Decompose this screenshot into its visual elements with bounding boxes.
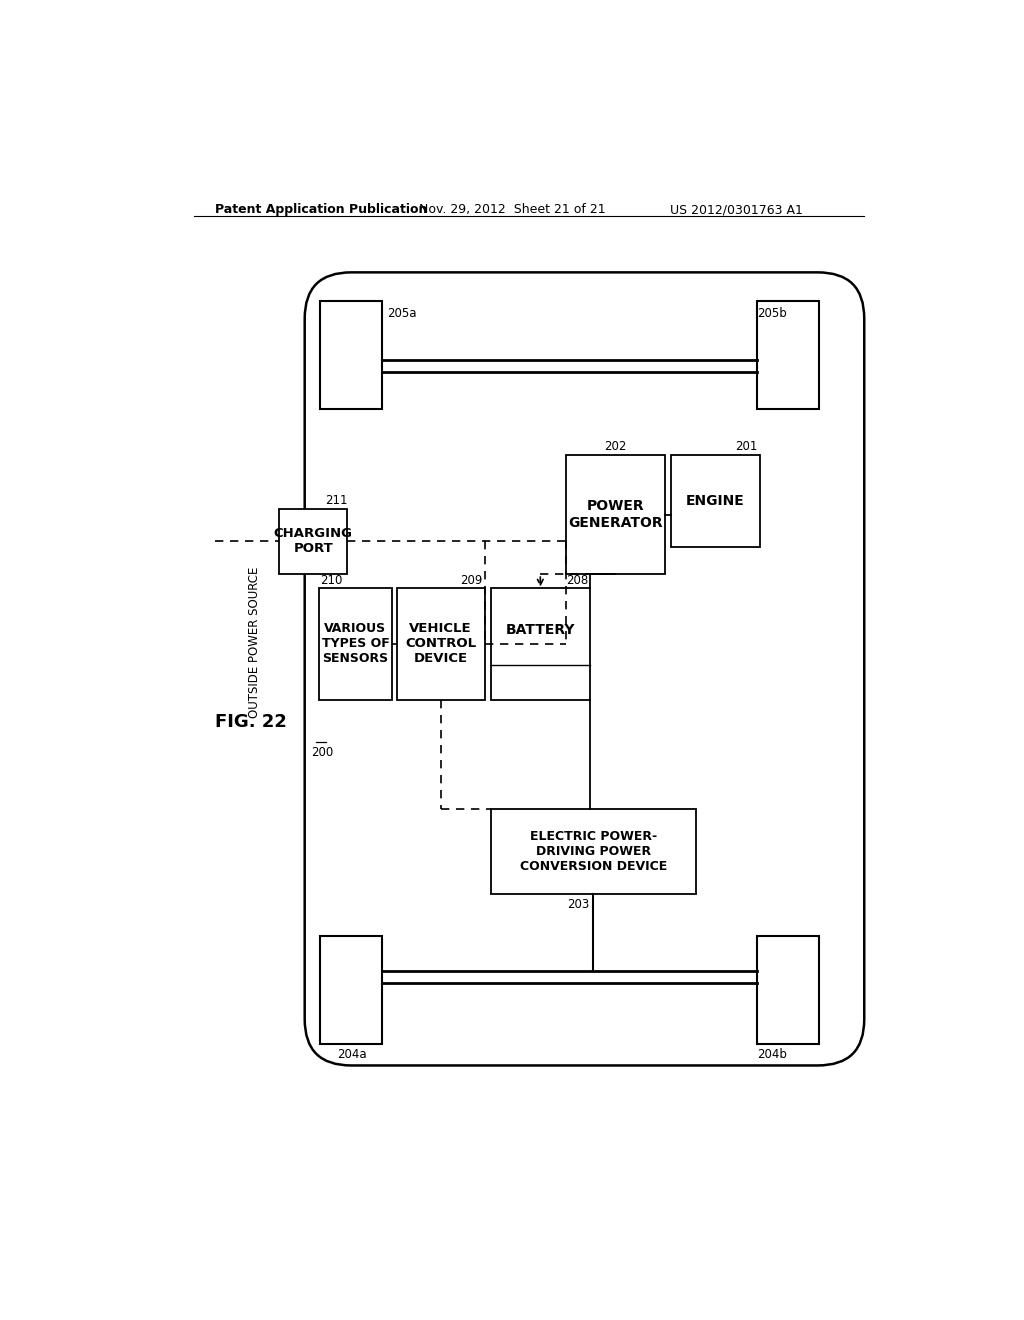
- Text: Nov. 29, 2012  Sheet 21 of 21: Nov. 29, 2012 Sheet 21 of 21: [419, 203, 605, 216]
- Bar: [318, 589, 392, 700]
- Text: 203: 203: [566, 898, 589, 911]
- Text: ELECTRIC POWER-
DRIVING POWER
CONVERSION DEVICE: ELECTRIC POWER- DRIVING POWER CONVERSION…: [520, 830, 667, 873]
- Text: US 2012/0301763 A1: US 2012/0301763 A1: [671, 203, 804, 216]
- Bar: [758, 936, 819, 1044]
- Text: Patent Application Publication: Patent Application Publication: [215, 203, 427, 216]
- Text: VARIOUS
TYPES OF
SENSORS: VARIOUS TYPES OF SENSORS: [322, 623, 389, 665]
- Text: 201: 201: [735, 441, 758, 453]
- Bar: [321, 301, 382, 409]
- Text: POWER
GENERATOR: POWER GENERATOR: [568, 499, 663, 529]
- Text: 204a: 204a: [337, 1048, 367, 1061]
- Text: BATTERY: BATTERY: [506, 623, 575, 638]
- Text: VEHICLE
CONTROL
DEVICE: VEHICLE CONTROL DEVICE: [406, 623, 476, 665]
- Text: 208: 208: [566, 573, 589, 586]
- Text: 209: 209: [461, 573, 483, 586]
- Text: CHARGING
PORT: CHARGING PORT: [273, 528, 352, 556]
- Bar: [280, 508, 347, 574]
- Text: 204b: 204b: [758, 1048, 787, 1061]
- Text: 205a: 205a: [388, 308, 417, 319]
- Text: 200: 200: [311, 746, 333, 759]
- Text: OUTSIDE POWER SOURCE: OUTSIDE POWER SOURCE: [248, 566, 261, 718]
- Bar: [397, 589, 484, 700]
- Text: 211: 211: [325, 494, 347, 507]
- Bar: [566, 455, 665, 574]
- Text: ENGINE: ENGINE: [686, 494, 744, 508]
- Bar: [490, 809, 696, 894]
- Bar: [321, 936, 382, 1044]
- Bar: [758, 301, 819, 409]
- Bar: [671, 455, 760, 548]
- Text: 210: 210: [321, 573, 343, 586]
- Text: 205b: 205b: [758, 308, 787, 319]
- Text: 202: 202: [604, 441, 627, 453]
- Bar: [490, 589, 590, 700]
- Text: FIG. 22: FIG. 22: [215, 713, 287, 731]
